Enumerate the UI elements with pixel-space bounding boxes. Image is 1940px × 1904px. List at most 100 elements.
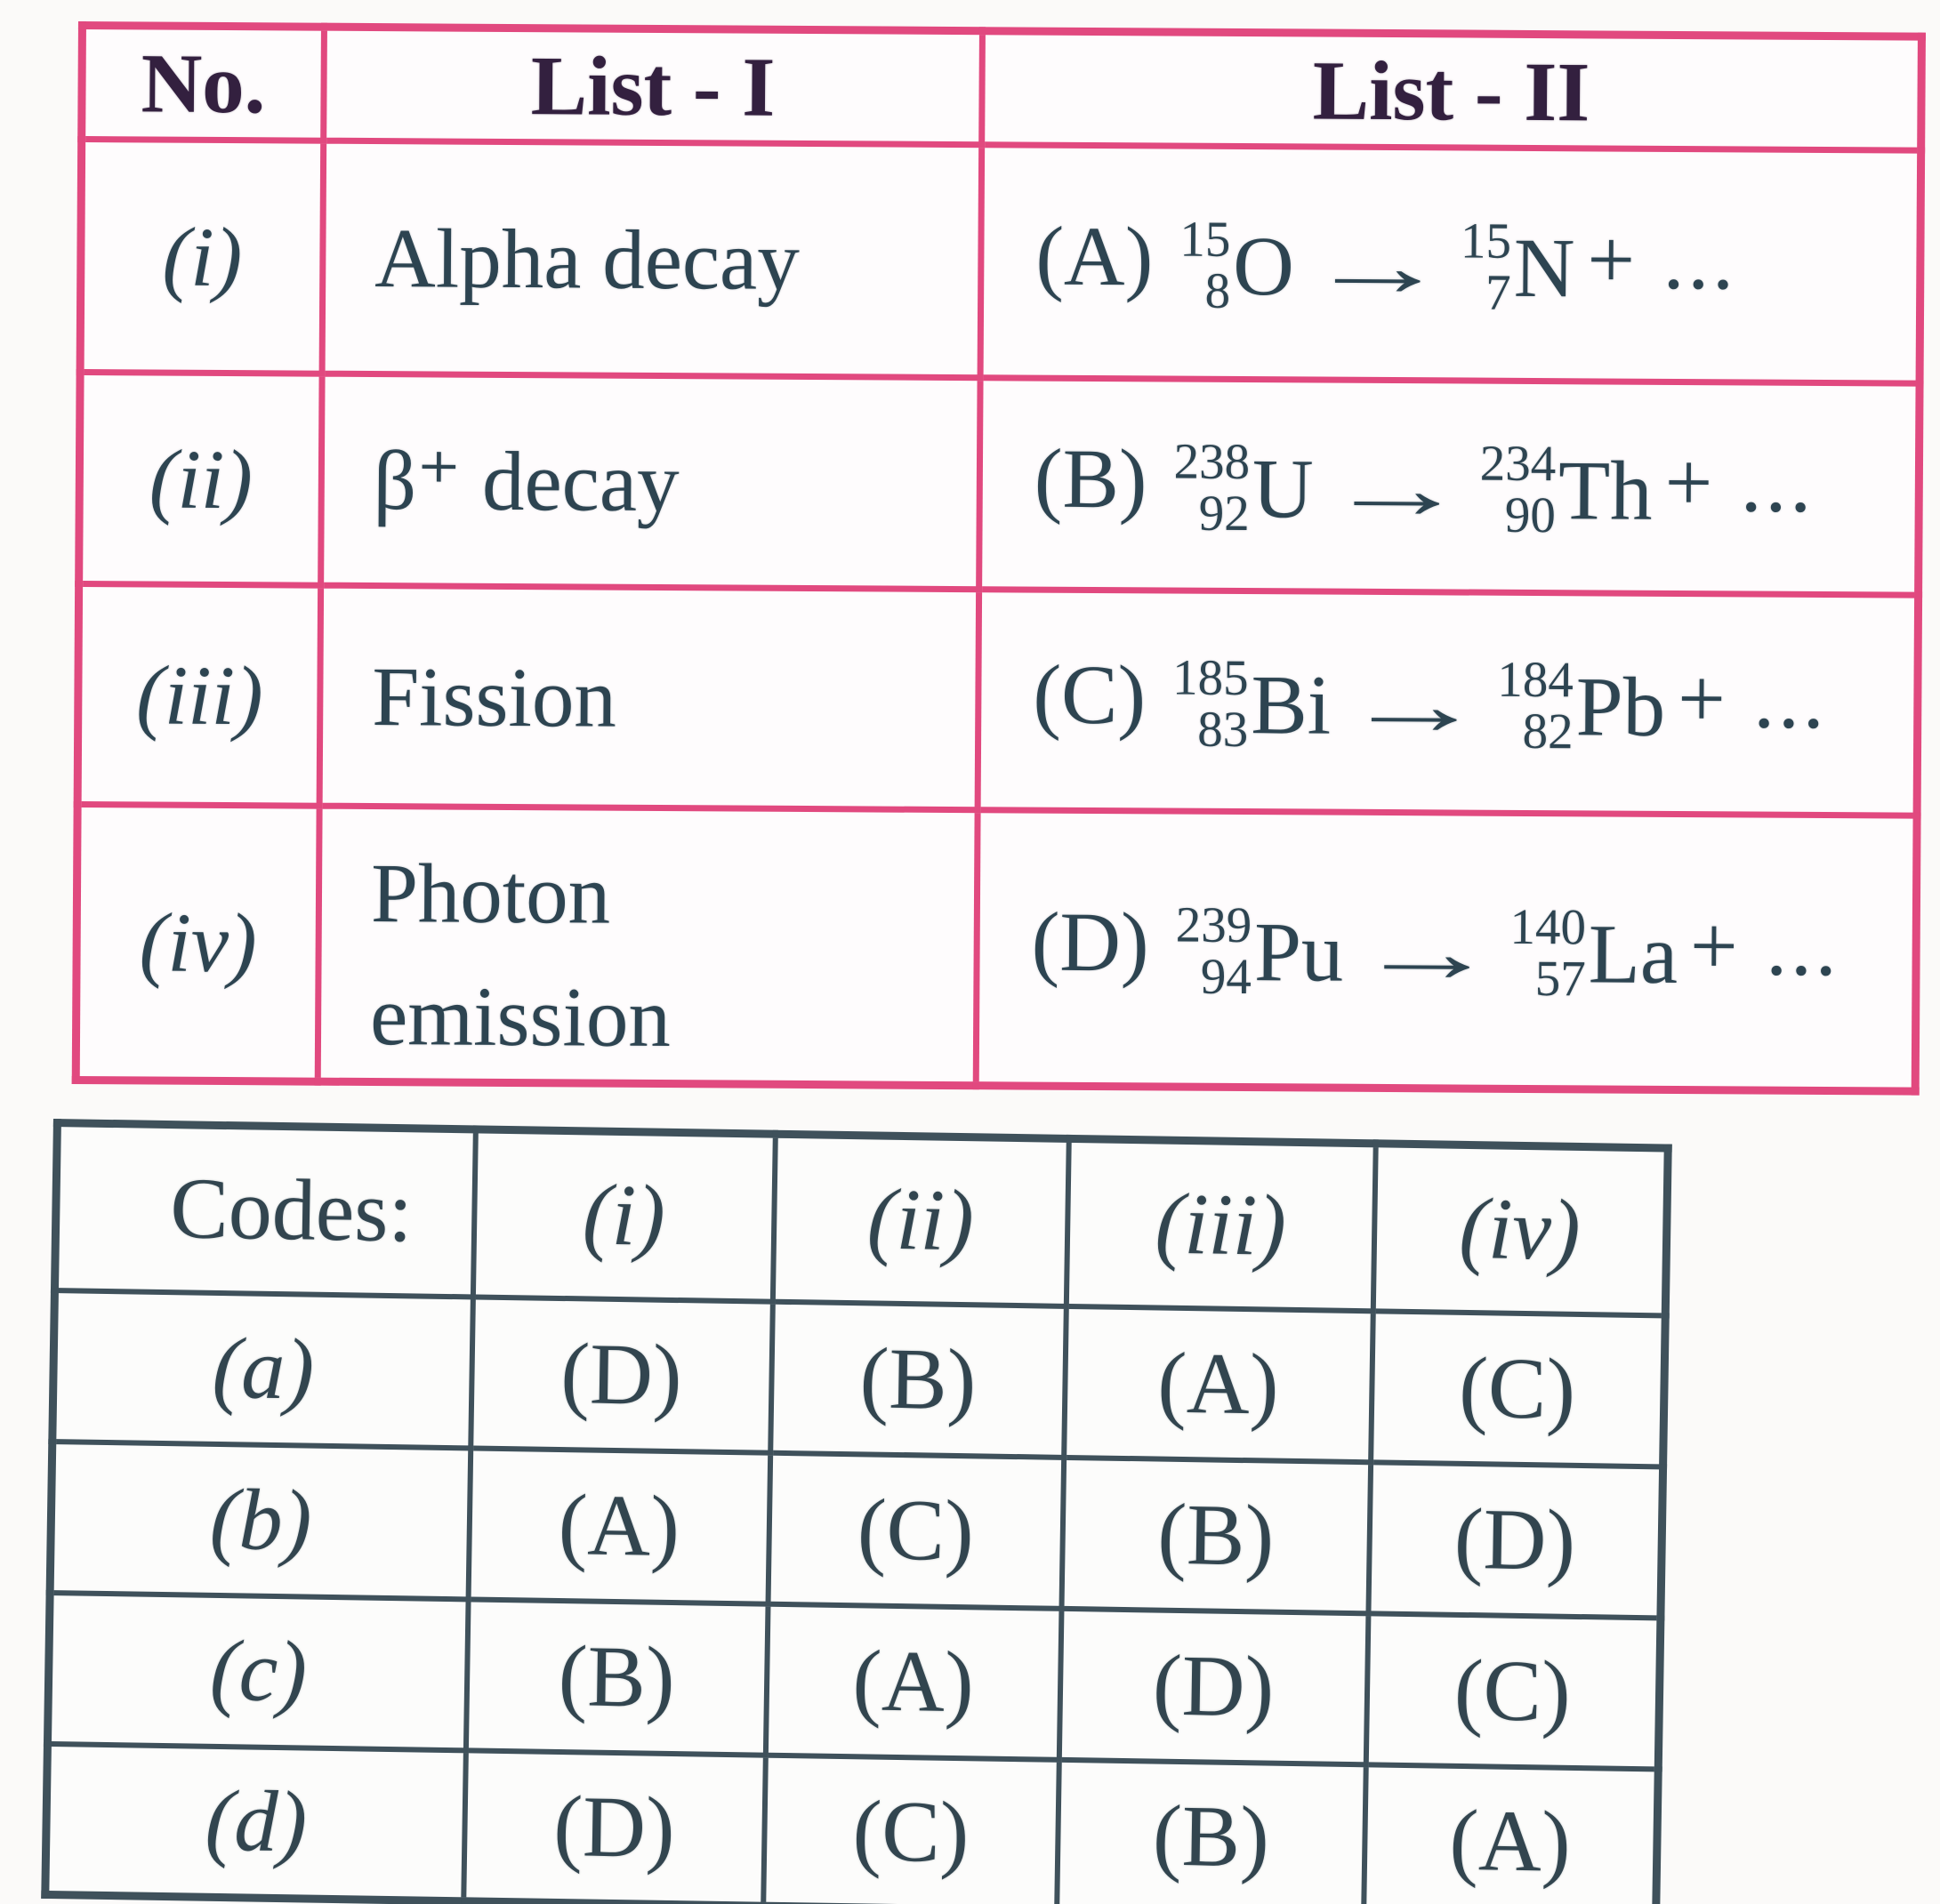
codes-row-b-label: (b) — [50, 1441, 471, 1599]
atomic-number: 7 — [1485, 264, 1511, 321]
match-header-list1: List - I — [323, 27, 983, 145]
codes-row-d-label: (d) — [44, 1743, 466, 1901]
codes-c-iii: (D) — [1059, 1608, 1368, 1764]
match-header-no: No. — [81, 25, 325, 141]
element-symbol: Bi — [1251, 657, 1332, 752]
match-header-list2: List - II — [981, 30, 1922, 151]
codes-b-i: (A) — [468, 1447, 770, 1604]
atomic-number: 8 — [1204, 262, 1231, 319]
codes-row-d: (d) (D) (C) (B) (A) — [44, 1743, 1659, 1904]
codes-c-i: (B) — [465, 1598, 769, 1755]
reaction-arrow: → — [1341, 657, 1486, 753]
nuclide-parent-B: 238 92 U — [1173, 433, 1314, 542]
equation-tail: + ... — [1587, 212, 1738, 308]
codes-b-iv: (D) — [1367, 1461, 1663, 1618]
element-symbol: O — [1232, 218, 1295, 314]
nuclide-daughter-D: 140 57 La — [1509, 899, 1678, 1008]
codes-row-a: (a) (D) (B) (A) (C) — [52, 1289, 1666, 1466]
row-ii-number: (ii) — [78, 372, 323, 586]
nuclide-parent-C: 185 83 Bi — [1171, 649, 1332, 759]
row-ii-list2: (B) 238 92 U → 234 90 Th + ... — [978, 377, 1920, 596]
row-iii-list1: Fission — [319, 585, 979, 810]
row-i-number: (i) — [80, 139, 324, 374]
codes-a-ii: (B) — [769, 1301, 1067, 1458]
match-row-iii: (iii) Fission (C) 185 83 Bi → 184 82 Pb + ... — [77, 583, 1919, 816]
option-label-C: (C) — [1033, 647, 1147, 743]
codes-c-ii: (A) — [765, 1603, 1061, 1760]
element-symbol: Th — [1558, 443, 1653, 538]
equation-tail: + ... — [1689, 898, 1841, 994]
row-iv-list1-text: Photon emission — [369, 846, 672, 1064]
codes-b-iii: (B) — [1060, 1457, 1371, 1613]
match-table: No. List - I List - II (i) Alpha decay (… — [71, 21, 1926, 1096]
equation-tail: + ... — [1664, 434, 1815, 530]
element-symbol: Pb — [1575, 659, 1666, 754]
nuclide-daughter-A: 15 7 N — [1460, 213, 1575, 321]
codes-header-label: Codes: — [54, 1122, 476, 1297]
atomic-number: 57 — [1534, 951, 1586, 1008]
codes-header-i: (i) — [472, 1129, 776, 1302]
match-row-iv: (iv) Photon emission (D) 239 94 Pu → 140 57 La +… — [76, 804, 1918, 1091]
row-ii-list1: β⁺ decay — [320, 374, 981, 590]
option-label-D: (D) — [1031, 894, 1149, 990]
row-iv-number: (iv) — [76, 804, 320, 1081]
option-label-B: (B) — [1034, 430, 1147, 526]
element-symbol: U — [1252, 441, 1314, 536]
codes-a-iii: (A) — [1063, 1305, 1373, 1462]
codes-d-i: (D) — [463, 1749, 766, 1904]
codes-b-ii: (C) — [768, 1452, 1064, 1609]
row-iv-list1: Photon emission — [318, 806, 978, 1086]
codes-header-ii: (ii) — [772, 1134, 1069, 1306]
codes-header-iii: (iii) — [1066, 1138, 1376, 1311]
codes-d-iii: (B) — [1056, 1759, 1366, 1904]
equation-A: (A) 15 8 O → 15 7 N + ... — [1035, 208, 1738, 320]
element-symbol: Pu — [1253, 904, 1344, 1000]
nuclide-daughter-C: 184 82 Pb — [1497, 651, 1666, 760]
match-header-row: No. List - I List - II — [81, 25, 1922, 151]
mass-number: 234 — [1479, 435, 1557, 493]
reaction-arrow: → — [1305, 219, 1450, 315]
mass-number: 185 — [1171, 649, 1249, 706]
match-row-ii: (ii) β⁺ decay (B) 238 92 U → 234 90 Th + ... — [78, 372, 1920, 596]
codes-d-iv: (A) — [1363, 1763, 1659, 1904]
equation-tail: + ... — [1677, 650, 1829, 746]
mass-number: 239 — [1175, 896, 1252, 954]
option-label-A: (A) — [1035, 208, 1154, 304]
equation-C: (C) 185 83 Bi → 184 82 Pb + ... — [1033, 647, 1829, 759]
codes-a-iv: (C) — [1370, 1310, 1666, 1466]
mass-number: 15 — [1460, 213, 1512, 269]
row-iii-list2: (C) 185 83 Bi → 184 82 Pb + ... — [978, 589, 1919, 816]
mass-number: 238 — [1173, 433, 1251, 490]
atomic-number: 92 — [1198, 485, 1250, 542]
element-symbol: N — [1513, 220, 1575, 316]
row-iii-number: (iii) — [77, 583, 321, 807]
match-row-i: (i) Alpha decay (A) 15 8 O → 15 7 N + ... — [80, 139, 1921, 384]
atomic-number: 90 — [1504, 486, 1557, 544]
equation-D: (D) 239 94 Pu → 140 57 La + ... — [1031, 894, 1841, 1008]
codes-header-iv: (iv) — [1372, 1143, 1669, 1315]
codes-table: Codes: (i) (ii) (iii) (iv) (a) (D) (B) (… — [41, 1119, 1672, 1904]
mass-number: 140 — [1509, 899, 1587, 956]
nuclide-daughter-B: 234 90 Th — [1479, 435, 1653, 544]
mass-number: 15 — [1179, 211, 1231, 268]
row-i-list1: Alpha decay — [322, 141, 982, 378]
nuclide-parent-A: 15 8 O — [1179, 211, 1295, 319]
reaction-arrow: → — [1354, 905, 1499, 1001]
atomic-number: 82 — [1522, 703, 1574, 760]
codes-header-row: Codes: (i) (ii) (iii) (iv) — [54, 1122, 1669, 1315]
mass-number: 184 — [1497, 651, 1574, 709]
codes-a-i: (D) — [470, 1296, 773, 1453]
equation-B: (B) 238 92 U → 234 90 Th + ... — [1034, 430, 1815, 543]
element-symbol: La — [1588, 906, 1678, 1002]
row-iv-list2: (D) 239 94 Pu → 140 57 La + ... — [976, 809, 1918, 1091]
codes-row-b: (b) (A) (C) (B) (D) — [50, 1441, 1663, 1618]
row-i-list2: (A) 15 8 O → 15 7 N + ... — [980, 144, 1921, 384]
codes-row-a-label: (a) — [52, 1289, 473, 1448]
codes-row-c-label: (c) — [47, 1592, 469, 1750]
codes-row-c: (c) (B) (A) (D) (C) — [47, 1592, 1661, 1769]
atomic-number: 94 — [1200, 949, 1252, 1006]
nuclide-parent-D: 239 94 Pu — [1175, 896, 1344, 1006]
atomic-number: 83 — [1197, 701, 1249, 759]
reaction-arrow: → — [1324, 441, 1469, 537]
codes-c-iv: (C) — [1365, 1612, 1661, 1769]
